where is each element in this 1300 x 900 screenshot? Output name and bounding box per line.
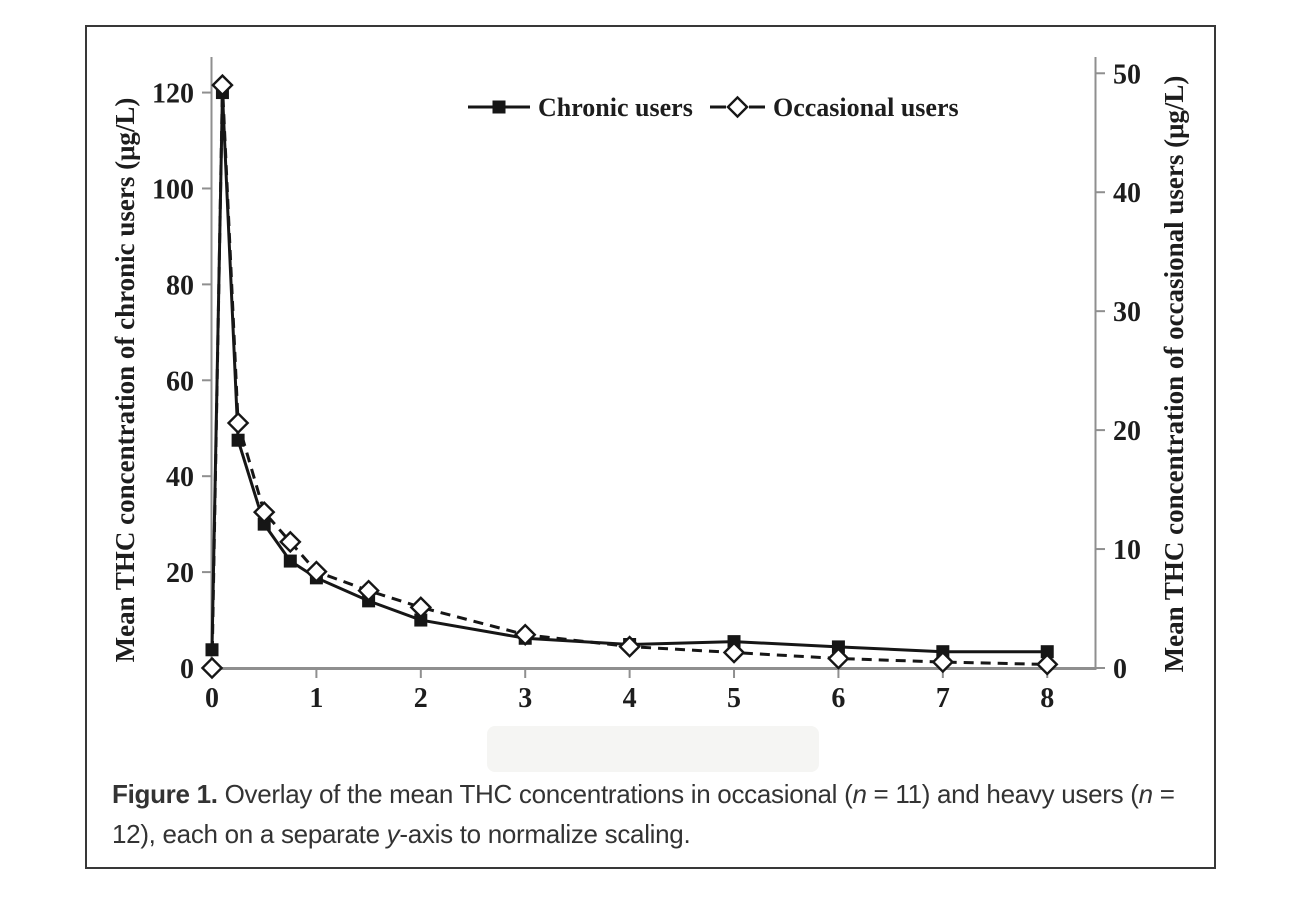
legend-occasional-marker-icon [726,95,749,119]
legend-chronic-label: Chronic users [538,93,693,122]
caption-text-segment: = [1152,779,1175,809]
left-axis-tick-label: 80 [166,270,194,301]
occasional-users-marker [618,635,641,658]
occasional-users-marker [279,530,302,554]
caption-text-segment: y [386,819,400,849]
legend-chronic-marker-icon [492,100,506,114]
caption-text-segment: -axis to normalize scaling. [399,819,691,849]
caption-text-segment: Overlay of the mean THC concentrations i… [217,779,853,809]
chronic-users-marker [1040,645,1054,659]
occasional-users-marker [226,411,250,435]
left-axis-tick-label: 100 [152,174,194,205]
left-axis-tick-label: 20 [166,558,194,589]
chronic-users-marker [831,640,845,654]
x-axis-tick-label: 1 [309,683,323,714]
occasional-users-marker [1035,653,1059,676]
occasional-users-marker [305,560,328,583]
right-axis-title: Mean THC concentration of occasional use… [1159,76,1189,673]
chronic-users-marker [257,517,271,531]
faded-watermark [487,726,819,772]
figure-caption: Figure 1. Overlay of the mean THC concen… [112,774,1194,854]
occasional-users-marker [211,73,234,97]
legend-occasional-label: Occasional users [773,93,959,122]
right-axis-tick-label: 10 [1113,535,1141,566]
caption-text-segment: 12), each on a separate [112,819,387,849]
chronic-users-marker [414,613,428,627]
left-axis-title: Mean THC concentration of chronic users … [110,98,140,663]
caption-text-segment: n [1138,779,1153,809]
caption-text-segment: n [852,779,867,809]
x-axis-tick-label: 8 [1040,683,1054,714]
x-axis-tick-label: 4 [623,683,637,714]
left-axis-tick-label: 60 [166,366,194,397]
chronic-users-line [210,92,1048,654]
right-axis-tick-label: 0 [1113,654,1127,685]
occasional-users-marker [513,623,537,646]
right-axis-tick-label: 20 [1113,416,1141,447]
occasional-users-marker [722,641,746,664]
x-axis-tick-label: 3 [518,683,532,714]
occasional-users-marker [357,579,380,602]
caption-text-segment: = 11) and heavy users ( [866,779,1139,809]
x-axis-tick-label: 2 [414,683,428,714]
left-axis-tick-label: 120 [152,79,194,110]
occasional-users-marker [409,596,433,619]
x-axis-tick-label: 6 [831,683,845,714]
right-axis-tick-label: 40 [1113,178,1141,209]
chronic-users-marker [283,554,297,568]
occasional-users-line [210,85,1048,669]
right-axis-tick-label: 30 [1113,297,1141,328]
x-axis-tick-label: 7 [936,683,950,714]
figure-box [85,25,1216,869]
occasional-users-marker [931,650,955,674]
x-axis-tick-label: 5 [727,683,741,714]
right-axis-tick-label: 50 [1113,59,1141,90]
occasional-users-marker [827,647,850,670]
x-axis-tick-label: 0 [205,683,219,714]
occasional-users-marker [200,656,224,680]
occasional-users-marker [252,500,276,524]
left-axis-tick-label: 0 [180,654,194,685]
caption-text-segment: Figure 1. [112,779,218,809]
left-axis-tick-label: 40 [166,462,194,493]
